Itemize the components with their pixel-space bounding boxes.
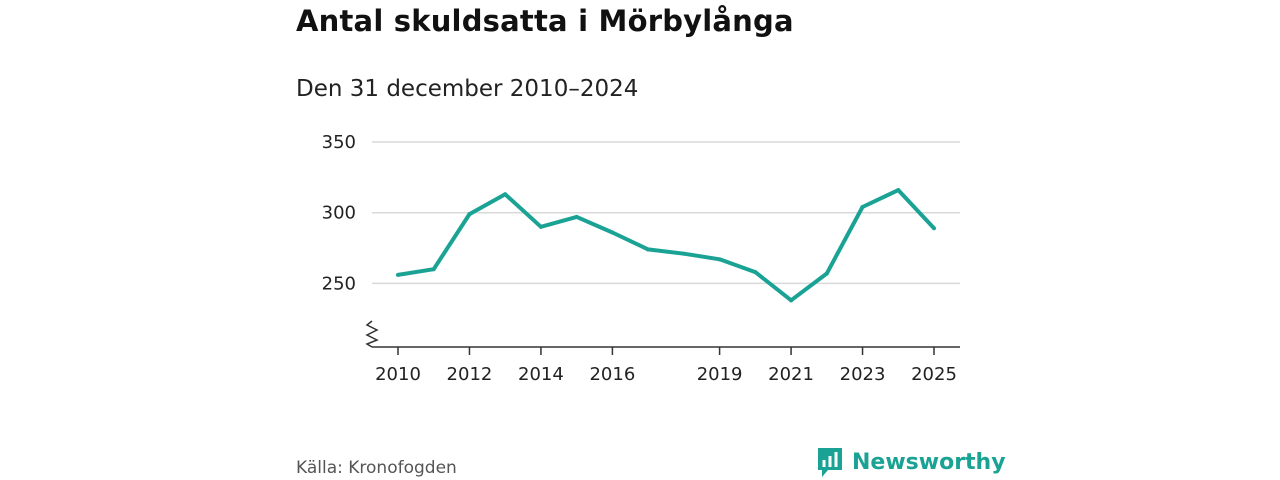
brand-logo[interactable]: Newsworthy <box>816 446 1006 478</box>
data-point <box>896 188 901 193</box>
x-axis-ticks: 2010 2012 2014 2016 2019 2021 2023 2025 <box>375 347 957 385</box>
x-tick-label: 2021 <box>768 364 814 385</box>
data-point <box>824 271 829 276</box>
x-axis <box>365 320 960 348</box>
data-point <box>646 247 651 252</box>
data-point <box>467 212 472 217</box>
chart-subtitle: Den 31 december 2010–2024 <box>296 76 639 102</box>
x-tick-label: 2012 <box>447 364 493 385</box>
data-point <box>431 267 436 272</box>
x-tick-label: 2025 <box>911 364 957 385</box>
data-point <box>789 298 794 303</box>
data-point <box>717 257 722 262</box>
x-tick-label: 2010 <box>375 364 421 385</box>
data-point <box>681 251 686 256</box>
y-tick-label: 350 <box>322 132 356 153</box>
data-point <box>610 230 615 235</box>
data-point <box>574 214 579 219</box>
x-tick-label: 2014 <box>518 364 564 385</box>
x-tick-label: 2023 <box>840 364 886 385</box>
y-tick-label: 250 <box>322 273 356 294</box>
series-line <box>397 188 936 303</box>
data-point <box>396 272 400 277</box>
brand-name: Newsworthy <box>852 449 1006 475</box>
y-tick-label: 300 <box>322 203 356 224</box>
data-point <box>503 192 508 197</box>
data-point <box>538 224 543 229</box>
x-tick-label: 2019 <box>697 364 743 385</box>
data-point <box>932 226 936 231</box>
data-point <box>860 205 865 210</box>
gridlines <box>372 141 960 285</box>
y-axis-break-icon <box>365 320 379 348</box>
data-point <box>753 270 758 275</box>
chart-title: Antal skuldsatta i Mörbylånga <box>296 4 794 38</box>
x-tick-label: 2016 <box>589 364 635 385</box>
series-layer <box>396 188 936 303</box>
source-note: Källa: Kronofogden <box>296 458 457 478</box>
bar-chart-speech-bubble-icon <box>818 448 842 477</box>
y-axis-ticks: 250 300 350 <box>322 132 356 294</box>
